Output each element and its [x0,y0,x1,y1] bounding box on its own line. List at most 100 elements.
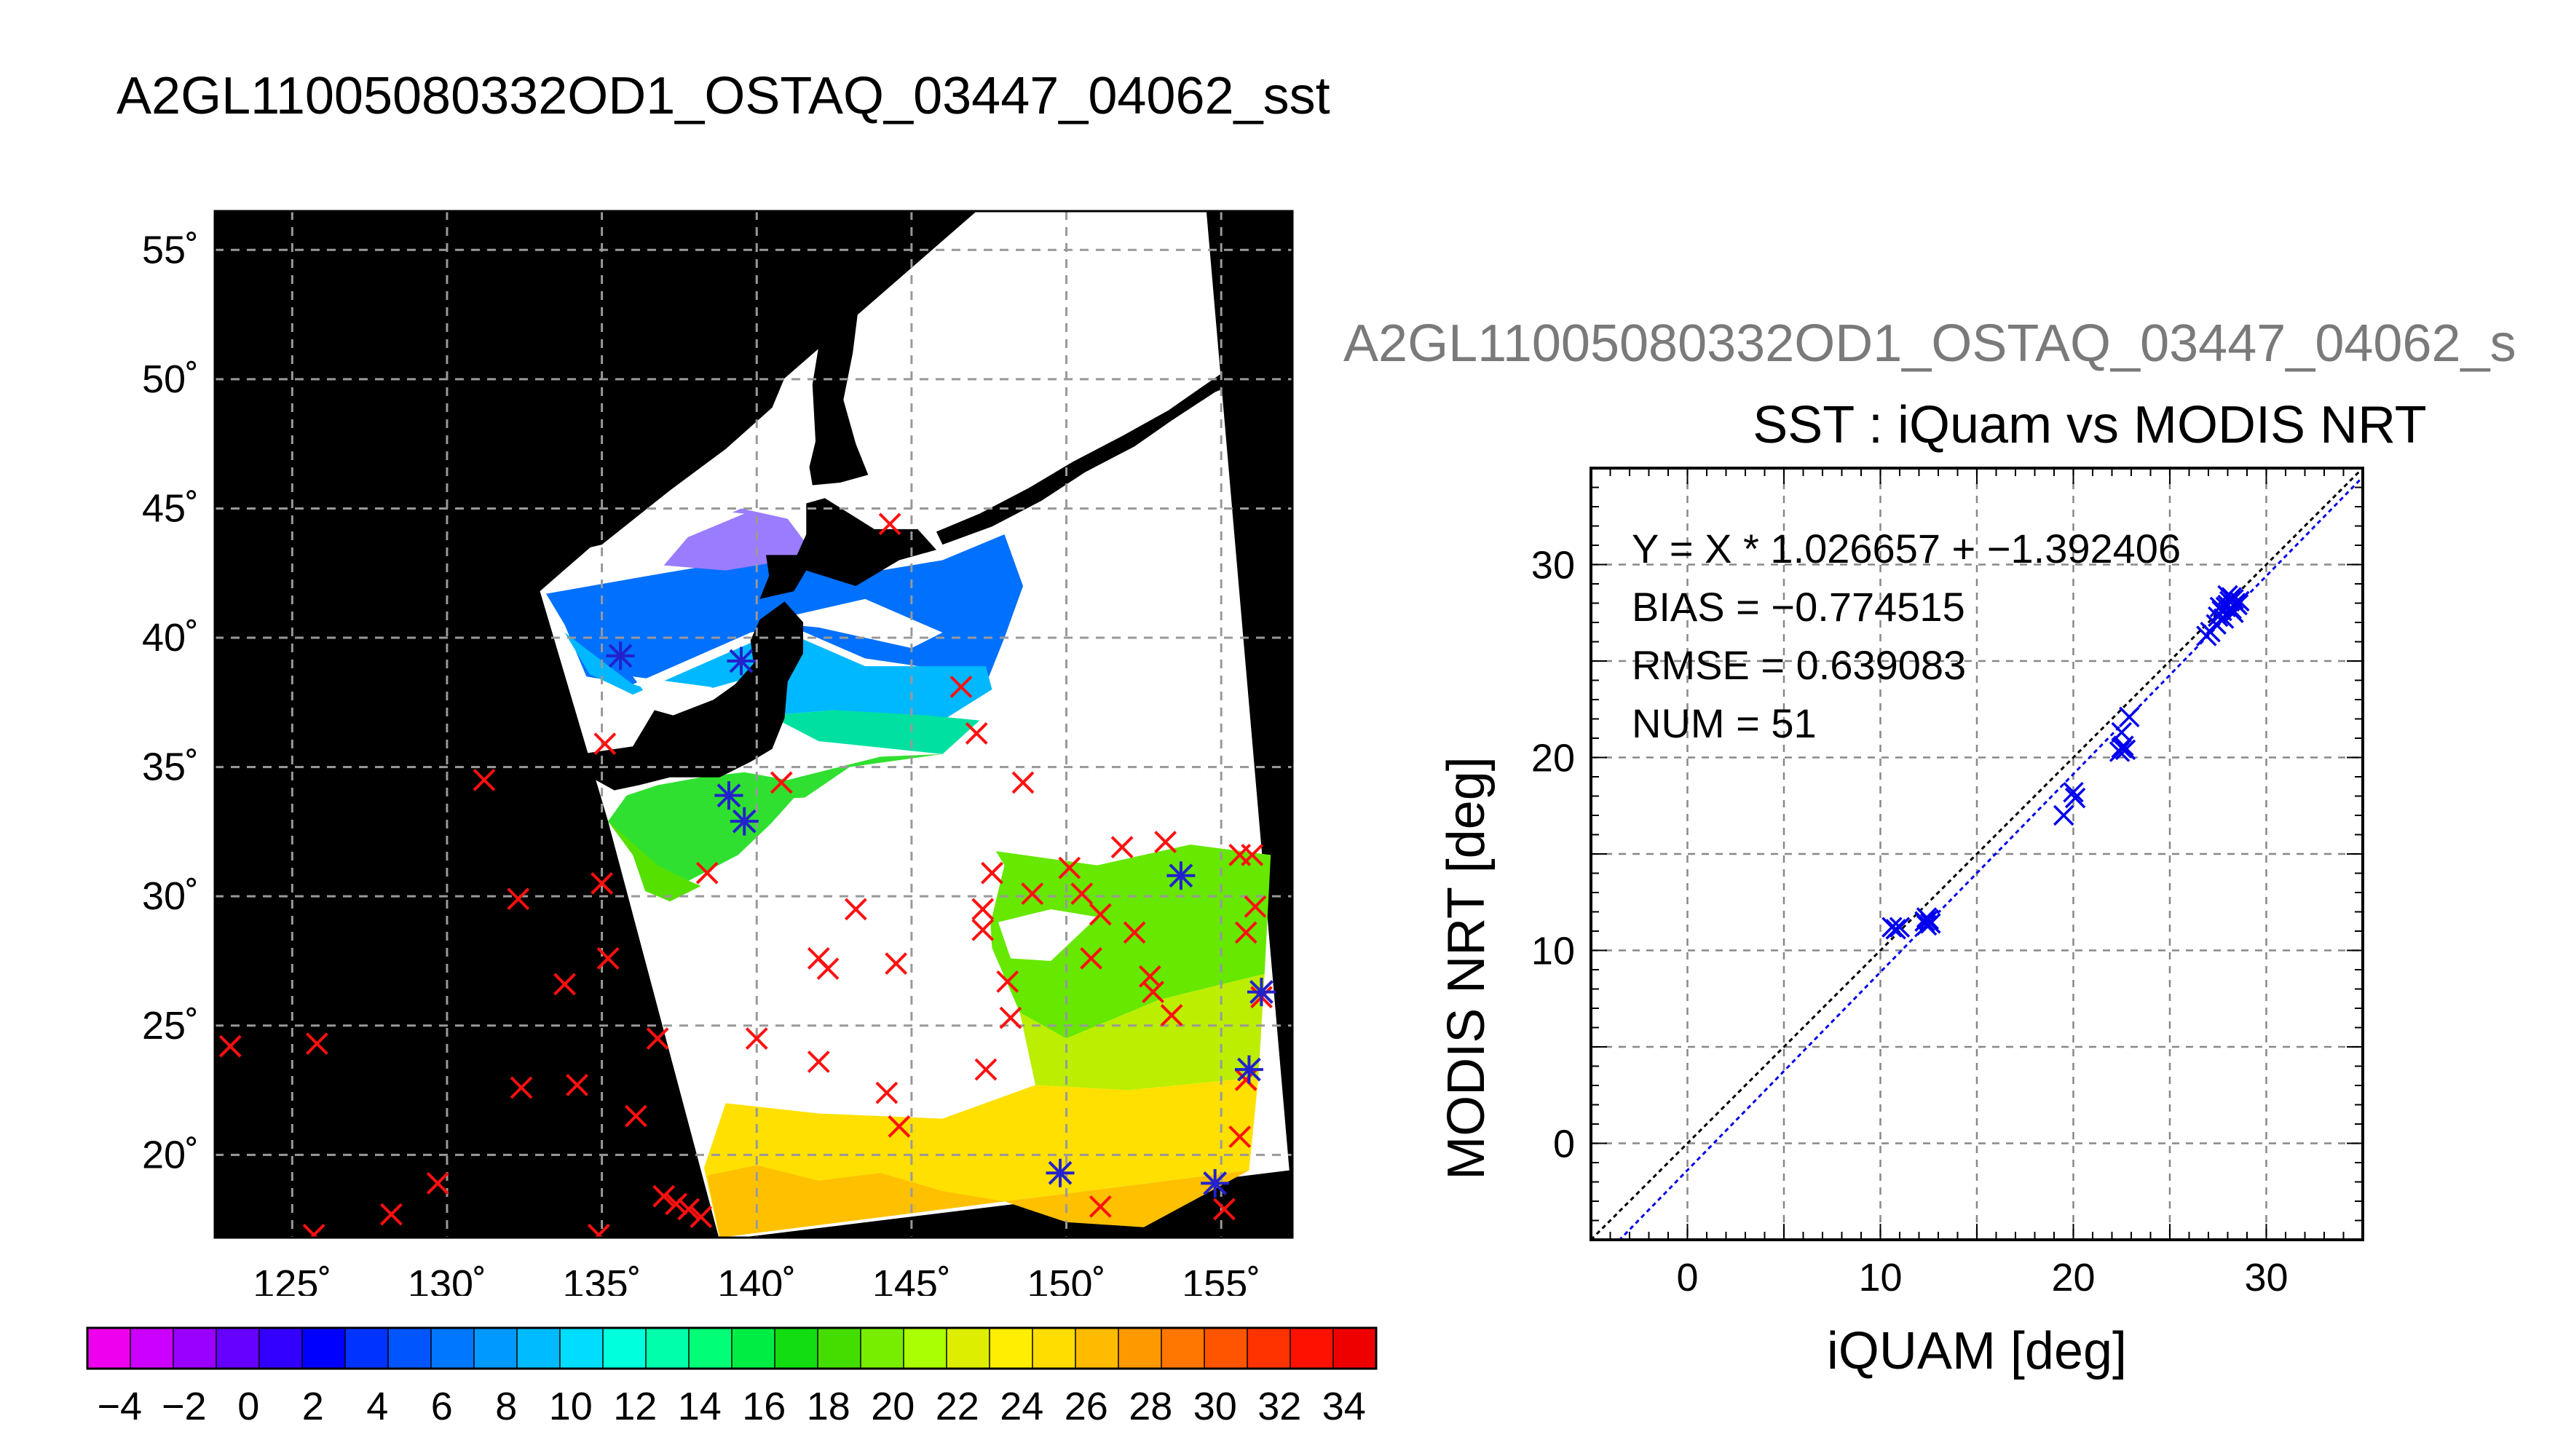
colorbar-tick-label: 24 [1000,1385,1043,1428]
colorbar-bin [517,1328,561,1369]
colorbar-bin [775,1328,818,1369]
red-x-marker [1011,771,1035,794]
scatter-y-tick-label: 20 [1531,737,1575,780]
land-kamchatka [1240,211,1292,349]
colorbar-tick-label: 26 [1065,1385,1108,1428]
red-x-marker [878,513,901,536]
scatter-point [1885,919,1906,940]
red-x-marker [507,887,530,911]
map-y-tick-label: 40˚ [142,616,199,660]
cloud-patch [998,909,1098,961]
scatter-point [2221,587,2243,608]
scatter-point [1914,911,1935,932]
scatter-annotation-line: BIAS = −0.774515 [1632,584,1965,630]
red-x-marker [1089,1195,1112,1218]
colorbar-bin [861,1328,904,1369]
red-x-marker [1160,1004,1183,1026]
colorbar-bin [259,1328,303,1369]
colorbar-tick-label: 28 [1129,1385,1172,1428]
red-x-marker [1154,831,1177,854]
red-x-marker [1021,882,1044,906]
blue-star-marker [1046,1158,1075,1187]
map-y-tick-label: 55˚ [142,228,199,272]
red-x-marker [591,872,614,895]
colorbar-tick-label: 6 [431,1385,453,1428]
sst-band-green [608,753,943,881]
colorbar-tick-label: 16 [742,1385,786,1428]
colorbar-bin [560,1328,604,1369]
colorbar-bin [947,1328,990,1369]
colorbar-bin [818,1328,861,1369]
red-x-marker [971,918,995,941]
colorbar-frame [86,1326,1378,1370]
scatter-y-tick-label: 0 [1553,1123,1575,1166]
scatter-x-tick-label: 0 [1676,1256,1698,1299]
sst-band-yellowgreen [1019,973,1265,1091]
sst-band-mild [769,710,980,754]
red-x-marker [566,1074,589,1096]
colorbar-tick-label: 14 [678,1385,722,1428]
cloud-patch [973,718,1252,842]
red-x-marker [1110,836,1134,859]
scatter-y-axis-label: MODIS NRT [deg] [1437,756,1496,1180]
map-x-tick-label: 140˚ [717,1262,796,1296]
map-x-tick-label: 125˚ [253,1262,331,1296]
scatter-annotations: Y = X * 1.026657 + −1.392406 BIAS = −0.77… [1632,526,2181,746]
colorbar-tick-label: 32 [1257,1385,1301,1428]
red-x-marker [1228,1125,1252,1148]
colorbar-bin [1161,1328,1205,1369]
map-y-tick-label: 20˚ [142,1133,199,1176]
blue-star-marker [714,781,743,810]
identity-line [1591,468,2363,1240]
colorbar-bin [388,1328,432,1369]
red-x-marker [888,1115,911,1138]
sst-band-orange [707,1165,1249,1238]
scatter-point [1916,914,1938,936]
scatter-x-axis-label: iQUAM [deg] [1827,1322,2127,1380]
map-plot-area [213,210,1294,1239]
scatter-point [2064,787,2086,809]
scatter-y-tick-labels: 0 10 20 30 [1531,544,1575,1166]
red-x-marker [426,1172,449,1195]
scatter-point [2119,706,2140,728]
red-x-marker [965,722,988,745]
scatter-annotation-line: Y = X * 1.026657 + −1.392406 [1632,526,2181,571]
red-x-marker [305,1032,328,1056]
colorbar-tick-label: 0 [237,1385,259,1428]
red-x-marker [1070,882,1094,906]
colorbar-tick-label: 34 [1322,1385,1366,1428]
red-x-marker [1123,921,1146,944]
red-x-marker [1244,895,1267,918]
red-x-marker [1142,981,1165,1004]
colorbar-tick-label: −2 [162,1385,207,1428]
red-x-marker [652,1184,676,1208]
colorbar-bin [646,1328,690,1369]
map-x-tick-label: 145˚ [872,1262,951,1296]
scatter-y-tick-label: 30 [1531,544,1575,587]
red-x-marker [745,1027,768,1050]
colorbar-tick-label: 12 [613,1385,657,1428]
colorbar-bin [216,1328,260,1369]
map-grid [215,211,1292,1238]
colorbar-bin [1247,1328,1291,1369]
red-x-marker [981,861,1003,885]
colorbar-bin [990,1328,1033,1369]
scatter-annotation-line: RMSE = 0.639083 [1632,642,1966,688]
scatter-x-tick-label: 20 [2051,1256,2095,1299]
colorbar-tick-labels: −4 −2 0 2 4 6 8 10 12 14 16 18 20 22 24 26 28 30 32 34 [97,1385,1365,1428]
map-y-tick-labels: 20˚ 25˚ 30˚ 35˚ 40˚ 45˚ 50˚ 55˚ [142,228,199,1176]
cloud-patch [688,793,1005,1114]
red-x-marker [646,1027,669,1050]
map-x-tick-label: 150˚ [1027,1262,1105,1296]
colorbar-tick-label: 18 [807,1385,850,1428]
colorbar-bin [732,1328,775,1369]
map-y-tick-label: 45˚ [142,486,199,530]
red-x-marker [510,1076,533,1099]
red-x-marker [473,768,496,791]
sst-band-east-green [985,844,1271,1039]
red-x-marker [1080,947,1102,970]
scatter-point [2217,585,2238,606]
land-japan-shikoku [524,785,590,822]
map-x-tick-label: 135˚ [563,1262,641,1296]
blue-star-marker [1247,978,1276,1007]
